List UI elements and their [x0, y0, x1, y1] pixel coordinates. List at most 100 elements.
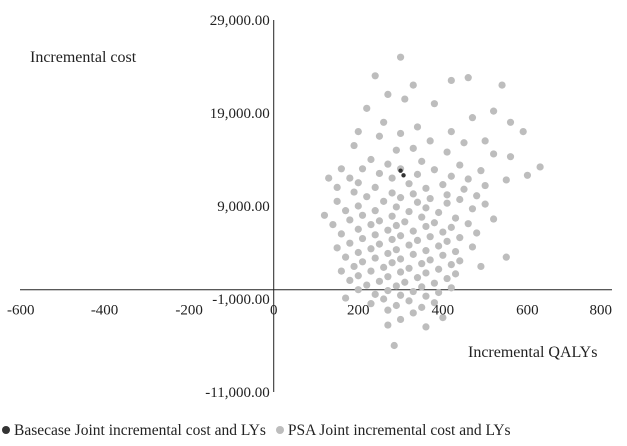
- psa-point: [358, 258, 367, 266]
- psa-point: [447, 128, 455, 136]
- psa-point: [405, 241, 413, 249]
- psa-point: [405, 264, 413, 272]
- psa-point: [342, 253, 350, 261]
- psa-point: [396, 194, 405, 202]
- psa-point: [320, 211, 329, 219]
- psa-point: [350, 188, 358, 196]
- basecase-point: [398, 168, 403, 173]
- psa-point: [523, 171, 532, 179]
- psa-point: [367, 300, 375, 308]
- x-tick-label: 400: [432, 303, 455, 319]
- psa-point: [384, 287, 392, 295]
- psa-point: [506, 153, 515, 161]
- psa-point: [422, 204, 430, 212]
- psa-point: [380, 197, 388, 205]
- psa-point: [367, 245, 375, 253]
- psa-point: [401, 278, 409, 286]
- psa-point: [447, 223, 455, 231]
- psa-point: [435, 265, 443, 273]
- psa-point: [468, 243, 477, 251]
- basecase-marker-icon: [2, 426, 10, 434]
- psa-point: [426, 233, 434, 241]
- psa-point: [502, 176, 510, 184]
- scatter-plot: 29,000.00 19,000.00 9,000.00 -1,000.00 -11,0…: [7, 13, 613, 401]
- psa-point: [490, 215, 498, 223]
- psa-point: [460, 139, 468, 147]
- psa-point: [354, 248, 362, 257]
- legend-label-basecase: Basecase Joint incremental cost and LYs: [14, 422, 266, 439]
- psa-point: [392, 221, 400, 230]
- psa-point: [435, 208, 443, 217]
- psa-point: [481, 200, 489, 208]
- y-tick-label: -11,000.00: [205, 385, 269, 401]
- psa-marker-icon: [275, 426, 284, 434]
- psa-point: [342, 294, 350, 302]
- x-tick-label: 0: [270, 303, 278, 319]
- psa-point: [363, 104, 371, 112]
- psa-point: [418, 283, 426, 291]
- psa-point: [388, 174, 396, 182]
- y-tick-label: 9,000.00: [217, 199, 270, 215]
- axes: [20, 20, 612, 392]
- psa-point: [418, 260, 426, 268]
- psa-point: [396, 129, 405, 138]
- psa-point: [405, 180, 413, 188]
- x-tick-label: 800: [590, 303, 613, 319]
- psa-point: [439, 314, 447, 322]
- psa-point: [396, 53, 405, 61]
- psa-point: [363, 193, 371, 201]
- x-tick-label: -400: [91, 303, 119, 319]
- psa-point: [384, 90, 392, 98]
- psa-point: [367, 267, 375, 275]
- psa-point: [388, 189, 396, 197]
- psa-point: [346, 216, 354, 224]
- psa-point: [371, 207, 379, 215]
- psa-point: [375, 132, 384, 140]
- psa-point: [456, 257, 464, 265]
- psa-point: [536, 163, 544, 171]
- psa-point: [392, 146, 400, 154]
- psa-point: [413, 236, 422, 245]
- psa-point: [396, 268, 405, 276]
- x-tick-label: -200: [175, 303, 203, 319]
- y-tick-label: -1,000.00: [212, 292, 270, 308]
- psa-point: [354, 128, 362, 136]
- psa-point: [430, 100, 438, 108]
- legend-label-psa: PSA Joint incremental cost and LYs: [287, 422, 511, 439]
- psa-point: [380, 295, 388, 303]
- psa-point: [342, 207, 350, 215]
- psa-point: [451, 247, 460, 256]
- psa-point: [430, 219, 438, 227]
- psa-point: [401, 218, 409, 226]
- psa-point: [337, 267, 345, 275]
- psa-point: [418, 213, 426, 221]
- psa-point: [346, 276, 354, 284]
- psa-point: [464, 175, 472, 183]
- psa-point: [430, 299, 438, 307]
- psa-point: [396, 255, 405, 263]
- psa-point: [443, 274, 451, 283]
- psa-point: [464, 220, 472, 228]
- psa-point: [409, 309, 417, 317]
- psa-point: [346, 174, 354, 182]
- y-tick-label: 29,000.00: [210, 13, 270, 29]
- psa-point: [413, 274, 422, 282]
- psa-point: [418, 157, 426, 165]
- psa-point: [468, 114, 477, 122]
- psa-point: [439, 181, 447, 189]
- psa-point: [358, 211, 367, 219]
- psa-point: [435, 242, 443, 250]
- legend-item-basecase: Basecase Joint incremental cost and LYs: [2, 422, 266, 440]
- psa-point: [422, 323, 430, 331]
- psa-point: [422, 269, 430, 277]
- psa-point: [443, 191, 451, 199]
- psa-point: [371, 290, 379, 298]
- psa-point: [460, 185, 468, 193]
- psa-point: [464, 74, 472, 82]
- psa-point: [384, 306, 392, 314]
- psa-point: [363, 281, 371, 289]
- psa-point: [325, 174, 333, 182]
- psa-point: [390, 341, 398, 350]
- psa-point: [447, 76, 455, 85]
- psa-point: [490, 107, 498, 115]
